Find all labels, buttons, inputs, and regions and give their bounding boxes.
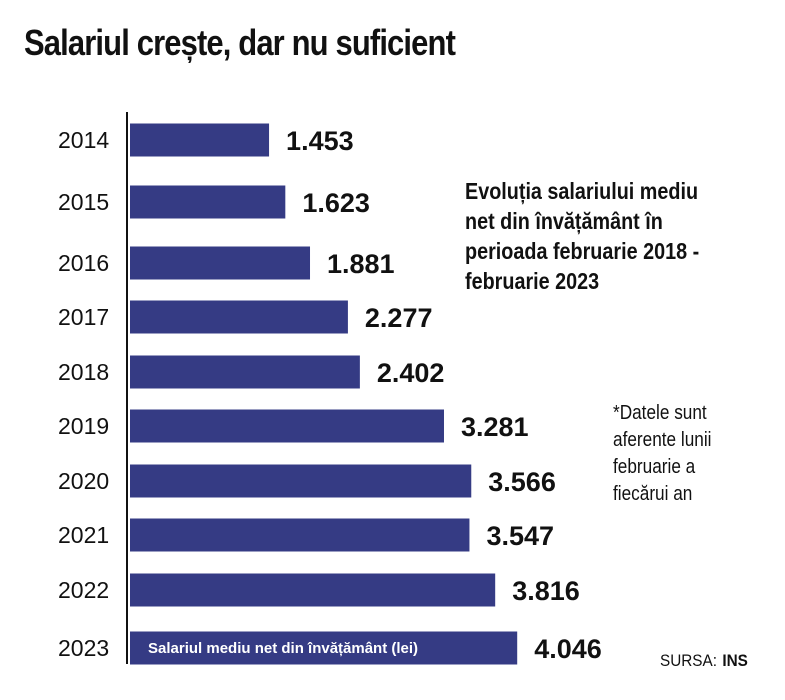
bar-2021	[130, 518, 470, 552]
data-label: 3.816	[512, 576, 580, 606]
data-label: 2.402	[377, 358, 445, 388]
data-label: 1.881	[327, 249, 395, 279]
footnote-line: aferente lunii	[613, 429, 712, 451]
y-tick-label: 2021	[58, 522, 109, 548]
bar-2020	[130, 464, 472, 498]
y-tick-label: 2020	[58, 468, 109, 494]
subtitle-line: Evoluția salariului mediu	[465, 178, 699, 204]
series-name-label: Salariul mediu net din învățământ (lei)	[148, 640, 418, 657]
page-title: Salariul crește, dar nu suficient	[24, 22, 456, 63]
y-tick-label: 2017	[58, 304, 109, 330]
y-tick-label: 2022	[58, 577, 109, 603]
data-label: 3.281	[461, 412, 529, 442]
subtitle-line: net din învățământ în	[465, 208, 663, 234]
bar-2015	[130, 185, 286, 219]
footnote-line: februarie a	[613, 456, 696, 478]
y-tick-label: 2019	[58, 413, 109, 439]
footnote-line: *Datele sunt	[613, 402, 707, 424]
data-label: 3.566	[488, 467, 556, 497]
source-value: INS	[722, 651, 748, 670]
y-tick-label: 2015	[58, 189, 109, 215]
y-tick-label: 2023	[58, 635, 109, 661]
bar-2014	[130, 123, 270, 157]
bar-2018	[130, 355, 360, 389]
chart-subtitle: Evoluția salariului mediu net din învăță…	[465, 176, 740, 296]
source-label: SURSA:	[660, 651, 717, 670]
data-label: 1.453	[286, 126, 354, 156]
y-tick-label: 2014	[58, 127, 109, 153]
y-tick-label: 2016	[58, 250, 109, 276]
data-label: 1.623	[302, 188, 370, 218]
data-label: 2.277	[365, 303, 433, 333]
subtitle-line: perioada februarie 2018 -	[465, 238, 700, 264]
footnote-line: fiecărui an	[613, 483, 693, 505]
bar-2016	[130, 246, 311, 280]
data-label: 4.046	[534, 634, 602, 664]
y-tick-label: 2018	[58, 359, 109, 385]
bar-2022	[130, 573, 496, 607]
bar-2019	[130, 409, 444, 443]
bar-2023	[130, 631, 518, 665]
footnote: *Datele sunt aferente lunii februarie a …	[613, 400, 711, 508]
data-label: 3.547	[486, 521, 554, 551]
bar-2017	[130, 300, 348, 334]
subtitle-line: februarie 2023	[465, 268, 600, 294]
source-credit: SURSA: INS	[660, 651, 748, 671]
